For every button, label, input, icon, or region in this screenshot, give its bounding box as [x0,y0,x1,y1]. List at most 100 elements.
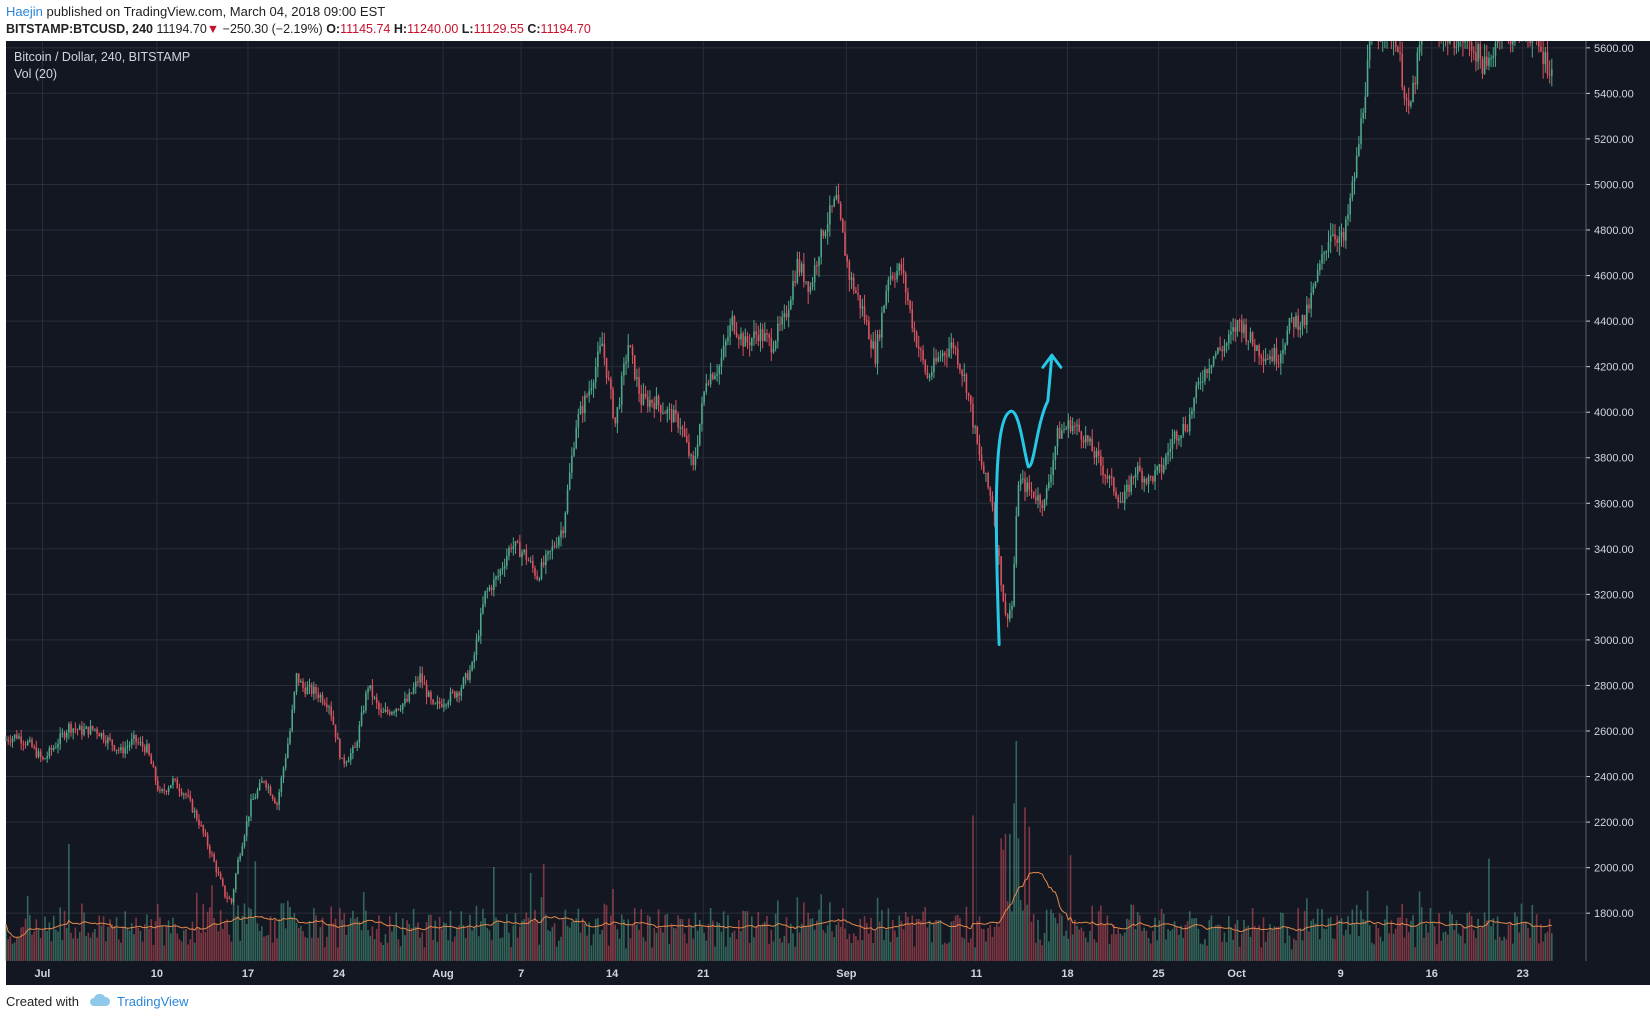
volume-bar [1160,908,1163,961]
candle-body [681,427,684,430]
author-link[interactable]: Haejin [6,4,43,19]
candle-body [1511,41,1514,45]
candle-body [18,736,20,739]
candle-body [668,409,671,411]
volume-bar [826,925,829,961]
volume-bar [130,923,133,961]
price-chart[interactable]: 1800.00 2000.00 2200.00 2400.00 2600.00 2800.… [0,41,1650,985]
candle-body [1251,332,1254,345]
candle-body [1509,41,1512,45]
candle-body [81,726,83,735]
volume-bar [98,915,101,961]
volume-bar [1470,916,1473,961]
footer: Created with TradingView [6,990,189,1012]
candle-body [525,549,528,561]
candle-body [1058,427,1061,439]
volume-bar [343,913,346,961]
volume-bar [1468,911,1471,961]
candle-body [989,487,992,496]
volume-bar [894,930,896,961]
candle-body [163,789,166,792]
candle-body [1310,292,1312,309]
annotation-drawing[interactable] [994,353,1063,646]
volume-bar [1130,904,1133,961]
volume-bar [480,921,482,961]
volume-bar [386,942,389,961]
candle-body [1100,455,1102,467]
candle-body [46,756,48,759]
volume-bars [5,741,1553,961]
candle-body [1332,234,1334,236]
volume-bar [148,928,150,961]
volume-bar [91,932,94,961]
candle-body [152,764,155,768]
candle-body [549,550,551,552]
candle-body [104,740,107,744]
candle-body [993,506,996,526]
candle-body [388,711,391,715]
volume-bar [362,892,365,961]
candle-body [774,341,777,349]
candle-body [1022,478,1024,480]
volume-bar [388,916,391,961]
volume-bar [1095,942,1098,961]
volume-bar [1030,921,1033,961]
tradingview-link[interactable]: TradingView [116,993,189,1009]
candle-body [861,306,864,309]
candle-body [165,791,168,793]
candle-body [512,546,515,549]
candle-body [740,333,742,340]
candle-body [20,736,22,744]
volume-bar [579,932,582,961]
candle-body [198,819,200,826]
candle-body [50,747,53,751]
volume-bar [959,917,961,961]
volume-bar [278,919,280,961]
volume-bar [349,918,352,961]
candle-body [664,412,666,414]
volume-bar [109,919,111,961]
annotation-curve[interactable] [994,353,1054,646]
candle-body [83,728,85,735]
volume-bar [172,917,174,961]
candle-body [96,728,98,734]
candle-body [881,312,883,338]
volume-bar [1332,938,1334,961]
candle-body [724,341,727,346]
candle-body [1529,41,1531,43]
volume-bar [907,916,909,961]
volume-bar [1275,926,1278,961]
volume-bar [289,907,291,961]
volume-bar [55,929,57,961]
candle-body [1397,47,1399,53]
volume-bar [577,908,580,961]
annotation-arrowhead-icon[interactable] [1041,353,1063,369]
volume-bar [354,918,356,961]
volume-bar [950,921,953,961]
volume-bar [440,928,443,961]
candle-body [61,732,64,734]
volume-bar [414,926,417,961]
candle-body [1238,320,1241,322]
chart-background[interactable] [6,41,1586,961]
candle-body [516,541,519,543]
candle-body [1243,324,1245,333]
volume-bar [1080,927,1083,961]
volume-bar [865,922,868,961]
volume-bar [512,925,515,961]
volume-bar [430,914,432,961]
candle-body [566,489,569,513]
volume-bar [304,936,306,961]
time-axis[interactable] [6,961,1650,985]
tradingview-logo-icon[interactable] [89,993,111,1010]
volume-bar [724,946,727,961]
candle-body [959,364,961,371]
price-axis[interactable] [1586,41,1650,961]
candle-body [117,749,120,751]
candle-body [52,747,55,751]
candle-body [1184,423,1187,431]
candle-body [358,725,361,743]
volume-bar [482,908,484,961]
volume-bar [96,937,98,961]
volume-bar [438,916,441,961]
